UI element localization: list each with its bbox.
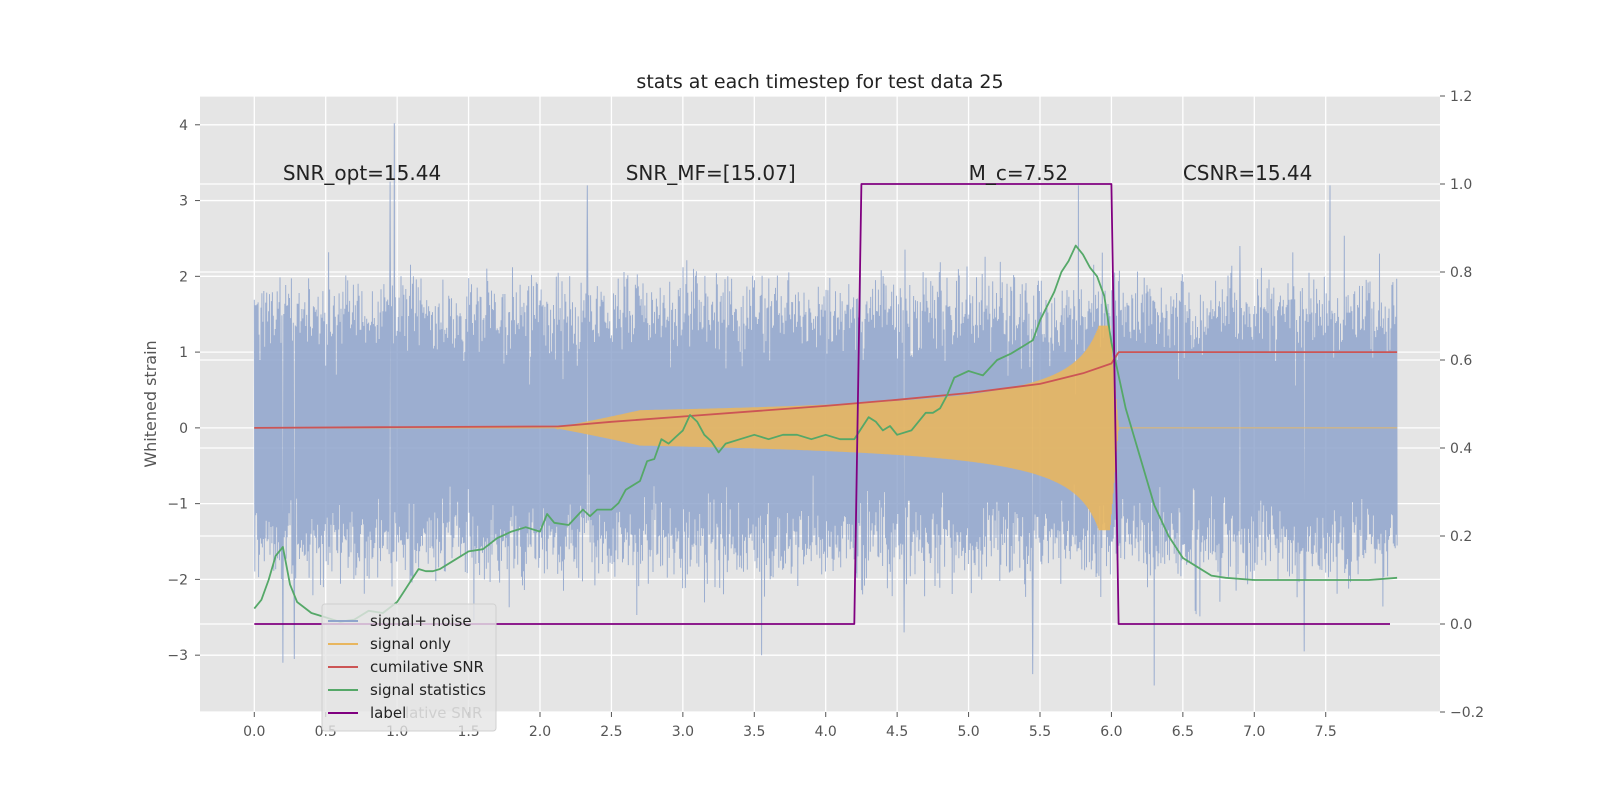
y-tick-label: −1: [167, 497, 188, 513]
x-tick-label: 6.0: [1100, 724, 1122, 740]
legend-box: [321, 603, 497, 732]
x-tick-label: 6.5: [1172, 724, 1194, 740]
x-tick-label: 2.5: [600, 724, 622, 740]
x-tick-label: 3.5: [743, 724, 765, 740]
y2-tick-label: 1.0: [1450, 177, 1472, 193]
annotations: SNR_opt=15.44 SNR_MF=[15.07] M_c=7.52 CSNR=…: [283, 161, 1313, 185]
chart-title: stats at each timestep for test data 25: [636, 71, 1003, 93]
x-tick-label: 5.5: [1029, 724, 1051, 740]
x-tick-label: 7.0: [1243, 724, 1265, 740]
y-tick-label: 2: [179, 269, 188, 285]
x-axis: 0.0 0.5 1.0 1.5 2.0 2.5 3.0 3.5 4.0 4.5 5.0 5.5 6.0 6…: [243, 712, 1337, 740]
series-label: [254, 183, 1390, 625]
series-signal-only: [254, 325, 1398, 531]
x-tick-label: 2.0: [529, 724, 551, 740]
series-cumilative-snr: [254, 351, 1398, 429]
x-tick-label: 7.5: [1315, 724, 1337, 740]
y2-tick-label: 0.4: [1450, 441, 1472, 457]
legend-entry: cumilative SNR: [370, 658, 484, 676]
y2-tick-label: 0.6: [1450, 353, 1472, 369]
y-tick-label: 0: [179, 421, 188, 437]
x-tick-label: 5.0: [957, 724, 979, 740]
series-signal-statistics: [253, 244, 1398, 623]
y2-tick-label: 0.0: [1450, 617, 1472, 633]
x-tick-label: 3.0: [672, 724, 694, 740]
x-tick-label: 4.0: [815, 724, 837, 740]
y-tick-label: −2: [167, 572, 188, 588]
y2-tick-label: 0.8: [1450, 265, 1472, 281]
series-layer: [253, 123, 1398, 686]
legend-entry: label: [370, 704, 406, 722]
legend: lative SNR signal+ noise signal only cumila…: [321, 603, 497, 732]
legend-ghost-text: lative SNR: [405, 704, 482, 722]
legend-entry: signal statistics: [370, 681, 486, 699]
series-line: [254, 351, 1398, 429]
y-tick-label: 3: [179, 194, 188, 210]
y2-axis: 1.2 1.0 0.8 0.6 0.4 0.2 0.0 −0.2: [1440, 89, 1484, 721]
legend-entry: signal only: [370, 635, 451, 653]
y-tick-label: 4: [179, 118, 188, 134]
y2-tick-label: −0.2: [1450, 705, 1484, 721]
y-tick-label: 1: [179, 345, 188, 361]
series-line: [253, 244, 1398, 623]
x-tick-label: 0.0: [243, 724, 265, 740]
series-line: [254, 183, 1390, 625]
x-tick-label: 4.5: [886, 724, 908, 740]
y-tick-label: −3: [167, 648, 188, 664]
annotation: M_c=7.52: [969, 161, 1069, 185]
annotation: SNR_opt=15.44: [283, 161, 441, 185]
y-axis-label: Whitened strain: [141, 340, 160, 467]
y2-tick-label: 0.2: [1450, 529, 1472, 545]
signal-only-line: [254, 325, 1398, 531]
annotation: SNR_MF=[15.07]: [626, 161, 796, 185]
y-axis: 4 3 2 1 0 −1 −2 −3: [167, 118, 200, 664]
annotation: CSNR=15.44: [1183, 161, 1313, 185]
legend-entry: signal+ noise: [370, 612, 472, 630]
y2-tick-label: 1.2: [1450, 89, 1472, 105]
